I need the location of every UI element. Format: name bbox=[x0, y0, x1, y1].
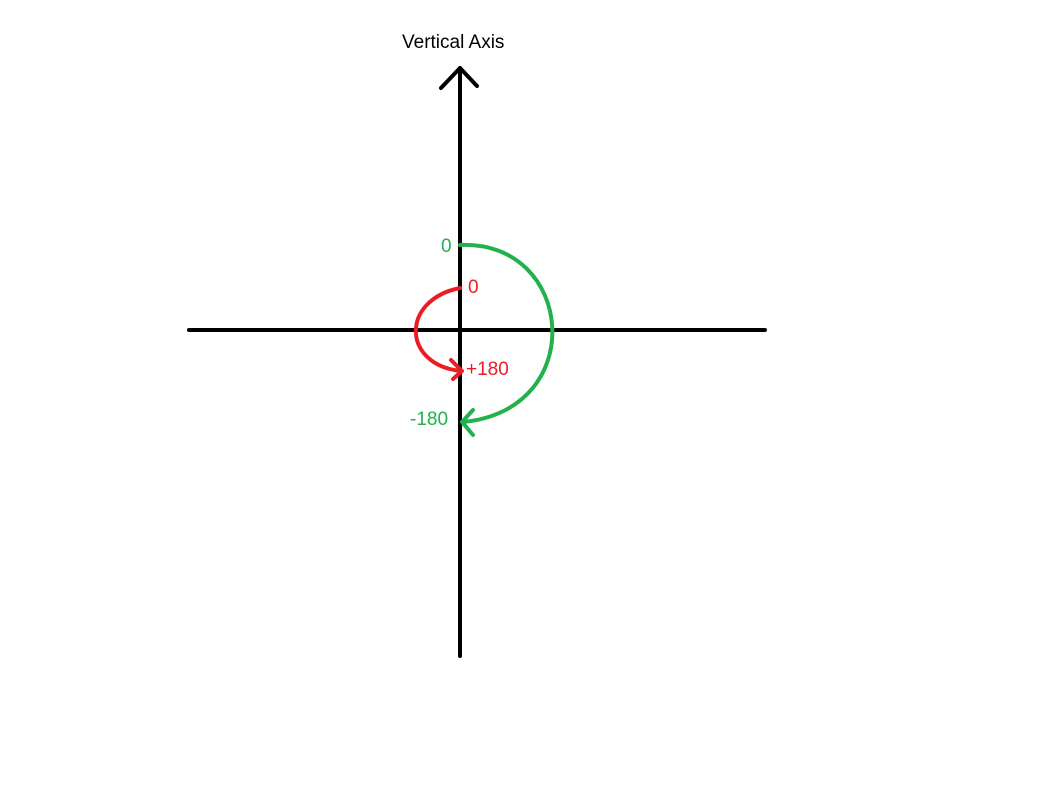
red-arc-arrowhead bbox=[449, 358, 464, 381]
green-angle-arc bbox=[458, 242, 555, 424]
red-angle-arc bbox=[413, 286, 463, 373]
green-arc-start-label: 0 bbox=[441, 236, 452, 257]
red-arc-end-label: +180 bbox=[466, 359, 509, 380]
vertical-axis-arrowhead bbox=[439, 66, 479, 90]
vertical-axis-title: Vertical Axis bbox=[402, 32, 505, 53]
green-arc-end-label: -180 bbox=[410, 409, 449, 430]
green-arc-arrowhead bbox=[460, 408, 475, 437]
red-arc-start-label: 0 bbox=[468, 277, 479, 298]
